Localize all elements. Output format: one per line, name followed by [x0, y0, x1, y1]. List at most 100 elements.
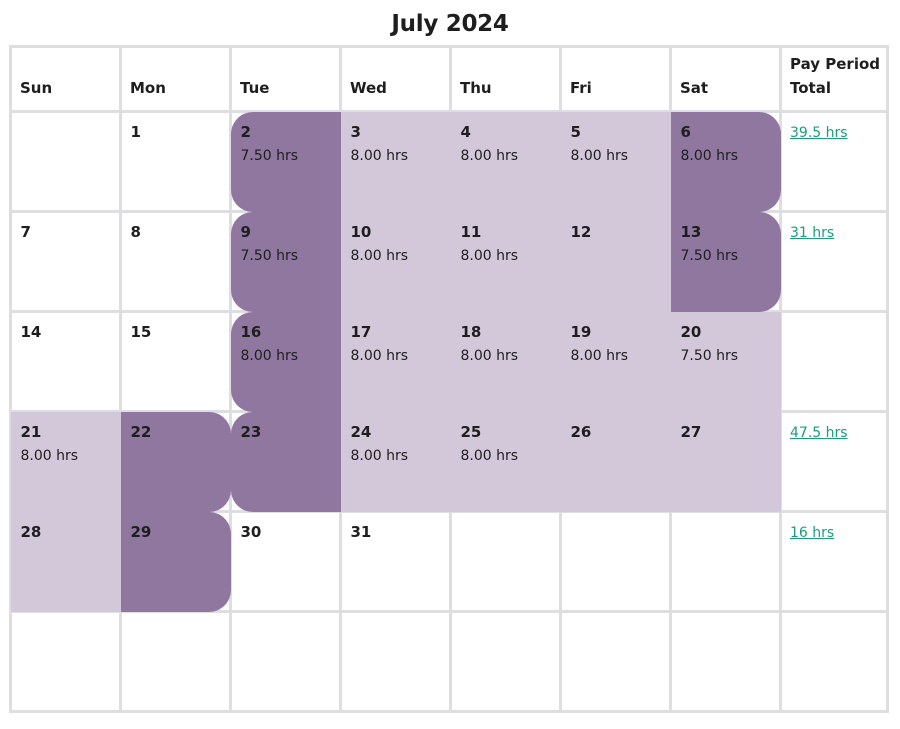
day-number: 23 [240, 422, 262, 441]
pay-period-total-link[interactable] [782, 613, 886, 625]
day-cell[interactable]: 8 [119, 210, 232, 313]
day-cell[interactable]: 17 8.00 hrs [339, 310, 452, 413]
pay-period-total-cell [779, 610, 889, 713]
pay-period-total-link[interactable]: 31 hrs [790, 225, 835, 241]
day-number: 27 [680, 422, 702, 441]
day-cell[interactable] [9, 110, 122, 213]
day-cell[interactable] [339, 610, 452, 713]
day-cell[interactable]: 30 [229, 510, 342, 613]
day-cell[interactable]: 1 [119, 110, 232, 213]
day-number: 12 [570, 222, 592, 241]
day-cell[interactable]: 15 [119, 310, 232, 413]
day-cell[interactable]: 13 7.50 hrs [669, 210, 782, 313]
day-cell[interactable]: 19 8.00 hrs [559, 310, 672, 413]
day-cell[interactable]: 7 [9, 210, 122, 313]
day-hours: 8.00 hrs [350, 447, 409, 464]
day-hours: 8.00 hrs [350, 147, 409, 164]
pay-period-total-link[interactable] [782, 313, 886, 325]
day-cell[interactable]: 23 [229, 410, 342, 513]
day-number: 4 [460, 122, 471, 141]
week-row: 1 2 7.50 hrs 3 8.00 hrs 4 8.00 hrs 5 8.00 hr… [9, 110, 889, 213]
header-thu-label: Thu [460, 79, 492, 97]
day-cell[interactable] [559, 510, 672, 613]
day-number: 13 [680, 222, 702, 241]
header-wed: Wed [339, 45, 452, 113]
week-row: 14 15 16 8.00 hrs 17 8.00 hrs 18 8.00 hrs 1… [9, 310, 889, 413]
day-number: 16 [240, 322, 262, 341]
header-mon: Mon [119, 45, 232, 113]
day-hours: 8.00 hrs [460, 447, 519, 464]
header-sun-label: Sun [20, 79, 53, 97]
day-cell[interactable] [449, 610, 562, 713]
day-cell[interactable] [449, 510, 562, 613]
day-number: 21 [20, 422, 42, 441]
day-cell[interactable]: 18 8.00 hrs [449, 310, 562, 413]
day-number: 8 [130, 222, 141, 241]
day-hours: 8.00 hrs [350, 247, 409, 264]
day-cell[interactable]: 6 8.00 hrs [669, 110, 782, 213]
header-sat-label: Sat [680, 79, 709, 97]
day-number: 20 [680, 322, 702, 341]
day-cell[interactable] [669, 610, 782, 713]
day-cell[interactable]: 5 8.00 hrs [559, 110, 672, 213]
day-cell[interactable]: 22 [119, 410, 232, 513]
day-cell[interactable]: 28 [9, 510, 122, 613]
header-fri: Fri [559, 45, 672, 113]
day-cell[interactable]: 10 8.00 hrs [339, 210, 452, 313]
day-cell[interactable]: 9 7.50 hrs [229, 210, 342, 313]
day-hours: 8.00 hrs [240, 347, 299, 364]
day-hours: 8.00 hrs [350, 347, 409, 364]
header-tue-label: Tue [240, 79, 270, 97]
day-hours: 7.50 hrs [240, 247, 299, 264]
day-number: 15 [130, 322, 152, 341]
day-number: 22 [130, 422, 152, 441]
day-cell[interactable]: 16 8.00 hrs [229, 310, 342, 413]
day-cell[interactable]: 21 8.00 hrs [9, 410, 122, 513]
pay-period-total-cell [779, 310, 889, 413]
day-cell[interactable] [669, 510, 782, 613]
day-number: 26 [570, 422, 592, 441]
day-hours: 8.00 hrs [460, 247, 519, 264]
day-cell[interactable]: 29 [119, 510, 232, 613]
day-number: 5 [570, 122, 581, 141]
day-cell[interactable]: 25 8.00 hrs [449, 410, 562, 513]
day-cell[interactable] [119, 610, 232, 713]
day-hours: 7.50 hrs [680, 247, 739, 264]
day-cell[interactable]: 24 8.00 hrs [339, 410, 452, 513]
pay-period-total-link[interactable]: 16 hrs [790, 525, 835, 541]
day-cell[interactable]: 14 [9, 310, 122, 413]
day-cell[interactable]: 12 [559, 210, 672, 313]
day-cell[interactable]: 11 8.00 hrs [449, 210, 562, 313]
day-number: 28 [20, 522, 42, 541]
header-sat: Sat [669, 45, 782, 113]
day-cell[interactable]: 26 [559, 410, 672, 513]
pay-period-total-cell: 47.5 hrs [779, 410, 889, 513]
day-cell[interactable]: 20 7.50 hrs [669, 310, 782, 413]
day-hours: 8.00 hrs [20, 447, 79, 464]
day-number: 31 [350, 522, 372, 541]
day-cell[interactable]: 31 [339, 510, 452, 613]
pay-period-total-cell: 31 hrs [779, 210, 889, 313]
day-cell[interactable]: 2 7.50 hrs [229, 110, 342, 213]
day-cell[interactable]: 3 8.00 hrs [339, 110, 452, 213]
day-hours: 8.00 hrs [570, 147, 629, 164]
day-number: 6 [680, 122, 691, 141]
day-cell[interactable] [229, 610, 342, 713]
day-number: 1 [130, 122, 141, 141]
day-cell[interactable] [9, 610, 122, 713]
day-number: 2 [240, 122, 251, 141]
pay-period-total-link[interactable]: 39.5 hrs [790, 125, 848, 141]
pay-period-total-cell: 39.5 hrs [779, 110, 889, 213]
day-cell[interactable]: 4 8.00 hrs [449, 110, 562, 213]
day-hours: 8.00 hrs [460, 147, 519, 164]
day-hours: 8.00 hrs [680, 147, 739, 164]
day-hours: 7.50 hrs [240, 147, 299, 164]
pay-period-total-link[interactable]: 47.5 hrs [790, 425, 848, 441]
pay-period-total-label-line1: Pay Period [790, 55, 880, 73]
week-row: 21 8.00 hrs 22 23 24 8.00 hrs 25 8.00 hrs 2… [9, 410, 889, 513]
day-cell[interactable]: 27 [669, 410, 782, 513]
day-number: 24 [350, 422, 372, 441]
week-row [9, 610, 889, 713]
day-number: 10 [350, 222, 372, 241]
day-cell[interactable] [559, 610, 672, 713]
